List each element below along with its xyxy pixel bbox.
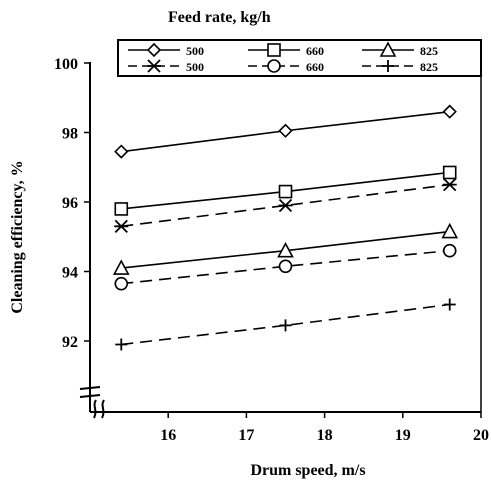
y-tick-label: 94 [62,265,78,282]
data-point [114,144,129,159]
data-point [114,219,129,233]
legend-label: 500 [186,60,204,74]
x-axis-label: Drum speed, m/s [250,462,365,479]
data-point [279,319,292,332]
legend-swatch-marker [379,41,397,57]
x-tick-label: 16 [160,427,176,444]
data-point [114,202,129,216]
data-point [442,104,457,119]
axis-break-mark [79,386,105,419]
legend-item-4: 660 [248,59,324,74]
data-point [115,338,128,351]
ticks [84,62,482,418]
data-point [442,177,457,192]
data-point [442,165,457,180]
legend-label: 500 [186,44,204,58]
tick-labels: 92 94 96 98 100 16 17 18 19 20 [54,56,489,444]
data-point [441,222,459,239]
series-1 [114,165,457,216]
x-tick-label: 19 [395,427,411,444]
x-tick-label: 20 [473,427,489,444]
legend-item-2: 825 [362,41,438,58]
legend-item-3: 500 [128,59,204,74]
legend-label: 825 [420,44,438,58]
legend-label: 660 [306,60,324,74]
data-point [114,276,129,291]
series-3 [114,177,457,233]
x-tick-label: 17 [238,427,254,444]
data-point [112,259,130,275]
legend-swatch-marker [147,59,161,73]
axes [79,62,482,419]
series-2 [112,222,459,275]
legend-box [117,39,482,77]
legend-swatch-marker [382,60,394,72]
legend-label: 660 [306,44,324,58]
data-point [277,241,294,258]
data-point [278,123,293,138]
y-tick-label: 96 [62,195,78,212]
series-line [121,183,450,228]
legend-item-0: 500 [128,42,204,58]
data-point [443,298,456,311]
y-tick-label: 92 [62,334,78,351]
legend-item-5: 825 [362,60,438,74]
legend-item-1: 660 [248,43,324,58]
data-point [278,184,293,199]
legend-swatch-marker [146,42,162,58]
series-line [121,249,450,285]
legend-swatch-marker [267,43,281,57]
data-point [278,259,293,274]
series-4 [114,243,457,291]
legend-swatch-marker [267,59,281,73]
series-0 [114,104,457,159]
series-line [121,303,450,346]
legend: 500 660 825 500 660 825 [117,39,482,77]
series-layer [112,104,459,351]
legend-label: 825 [420,60,438,74]
y-tick-label: 98 [62,126,78,143]
x-tick-label: 18 [317,427,333,444]
data-point [278,198,293,213]
data-point [442,243,457,258]
series-5 [115,298,456,351]
y-tick-label: 100 [54,56,78,73]
y-axis-label: Cleaning efficiency, % [9,160,26,313]
chart-title: Feed rate, kg/h [168,9,271,26]
